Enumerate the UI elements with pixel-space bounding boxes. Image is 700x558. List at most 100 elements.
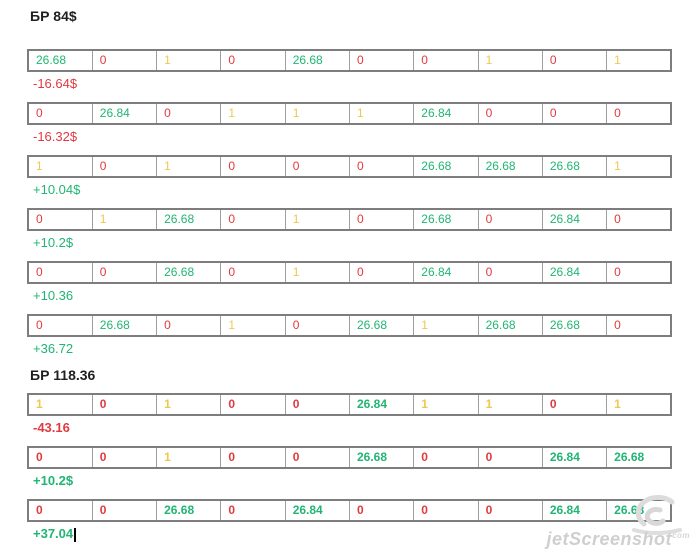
- table-cell: 0: [27, 499, 93, 522]
- result-label: -43.16: [33, 419, 672, 437]
- table-cell: 1: [348, 102, 415, 125]
- table-cell: 1: [477, 49, 543, 72]
- table-cell: 0: [284, 314, 350, 337]
- result-value: +10.04$: [33, 182, 81, 197]
- table-cell: 0: [477, 446, 543, 469]
- values-table: 0 26.68 0 1 0 26.68 1 26.68 26.68 0: [27, 314, 672, 337]
- table-row: 0 26.84 0 1 1 1 26.84 0 0 0: [27, 102, 672, 125]
- values-table: 0 0 26.68 0 1 0 26.84 0 26.84 0: [27, 261, 672, 284]
- table-cell: 0: [27, 208, 93, 231]
- values-table: 0 0 26.68 0 26.84 0 0 0 26.84 26.68: [27, 499, 672, 522]
- table-cell: 26.68: [541, 314, 608, 337]
- table-row-block: 1 0 1 0 0 0 26.68 26.68 26.68 1 +10.04$: [27, 155, 672, 199]
- table-cell: 0: [284, 155, 350, 178]
- table-row: 0 1 26.68 0 1 0 26.68 0 26.84 0: [27, 208, 672, 231]
- table-cell: 1: [156, 393, 222, 416]
- table-cell: 0: [606, 208, 672, 231]
- table-cell: 0: [91, 155, 158, 178]
- table-row: 0 0 1 0 0 26.68 0 0 26.84 26.68: [27, 446, 672, 469]
- values-table: 1 0 1 0 0 26.84 1 1 0 1: [27, 393, 672, 416]
- table-cell: 1: [284, 261, 350, 284]
- table-row: 26.68 0 1 0 26.68 0 0 1 0 1: [27, 49, 672, 72]
- table-cell: 0: [27, 314, 93, 337]
- table-cell: 26.68: [606, 499, 672, 522]
- table-cell: 26.68: [477, 155, 543, 178]
- result-value: +10.2$: [33, 473, 74, 488]
- table-cell: 0: [413, 446, 479, 469]
- table-cell: 1: [606, 393, 672, 416]
- table-cell: 0: [477, 499, 543, 522]
- result-value: +10.2$: [33, 235, 74, 250]
- values-table: 0 0 1 0 0 26.68 0 0 26.84 26.68: [27, 446, 672, 469]
- table-cell: 0: [541, 49, 608, 72]
- result-value: +10.36: [33, 288, 74, 303]
- table-cell: 0: [27, 102, 93, 125]
- table-row-block: 1 0 1 0 0 26.84 1 1 0 1 -43.16: [27, 393, 672, 437]
- table-cell: 0: [348, 155, 415, 178]
- section-title: БР 84$: [30, 8, 77, 24]
- table-cell: 0: [348, 499, 415, 522]
- table-row-block: 26.68 0 1 0 26.68 0 0 1 0 1 -16.64$: [27, 49, 672, 93]
- table-cell: 0: [348, 261, 415, 284]
- table-cell: 1: [220, 102, 286, 125]
- table-cell: 26.68: [348, 314, 415, 337]
- table-cell: 26.68: [91, 314, 158, 337]
- table-cell: 0: [91, 261, 158, 284]
- watermark-sup: com: [672, 531, 690, 540]
- result-value: +37.04: [33, 526, 74, 541]
- table-row: 0 26.68 0 1 0 26.68 1 26.68 26.68 0: [27, 314, 672, 337]
- table-cell: 1: [156, 446, 222, 469]
- table-cell: 26.84: [541, 208, 608, 231]
- table-cell: 0: [156, 102, 222, 125]
- table-cell: 26.68: [156, 208, 222, 231]
- table-row-block: 0 1 26.68 0 1 0 26.68 0 26.84 0 +10.2$: [27, 208, 672, 252]
- table-cell: 0: [27, 261, 93, 284]
- table-cell: 0: [220, 446, 286, 469]
- result-label: -16.32$: [33, 128, 672, 146]
- table-cell: 26.84: [541, 261, 608, 284]
- table-cell: 0: [220, 499, 286, 522]
- table-cell: 0: [220, 208, 286, 231]
- table-cell: 0: [284, 393, 350, 416]
- table-cell: 0: [220, 49, 286, 72]
- table-cell: 1: [27, 155, 93, 178]
- table-row-block: 0 0 1 0 0 26.68 0 0 26.84 26.68 +10.2$: [27, 446, 672, 490]
- section-br-118: БР 118.36 1 0 1 0 0 26.84 1 1 0 1 -43.16…: [27, 367, 672, 543]
- table-cell: 1: [91, 208, 158, 231]
- table-cell: 26.84: [541, 446, 608, 469]
- table-cell: 26.68: [156, 261, 222, 284]
- table-cell: 26.68: [284, 49, 350, 72]
- table-cell: 1: [156, 49, 222, 72]
- table-cell: 1: [156, 155, 222, 178]
- values-table: 26.68 0 1 0 26.68 0 0 1 0 1: [27, 49, 672, 72]
- table-cell: 0: [156, 314, 222, 337]
- result-value: -43.16: [33, 420, 70, 435]
- table-cell: 26.84: [284, 499, 350, 522]
- result-label: +10.36: [33, 287, 672, 305]
- table-cell: 26.68: [27, 49, 93, 72]
- table-cell: 0: [91, 393, 158, 416]
- table-cell: 1: [606, 49, 672, 72]
- result-label: +10.04$: [33, 181, 672, 199]
- table-cell: 1: [413, 314, 479, 337]
- table-cell: 26.84: [413, 261, 479, 284]
- table-cell: 0: [413, 49, 479, 72]
- table-cell: 0: [477, 261, 543, 284]
- table-cell: 0: [91, 446, 158, 469]
- result-label: +10.2$: [33, 234, 672, 252]
- table-cell: 0: [220, 155, 286, 178]
- result-label: +37.04: [33, 525, 672, 543]
- table-row: 0 0 26.68 0 1 0 26.84 0 26.84 0: [27, 261, 672, 284]
- table-cell: 0: [27, 446, 93, 469]
- table-cell: 1: [220, 314, 286, 337]
- table-cell: 26.68: [156, 499, 222, 522]
- table-cell: 1: [477, 393, 543, 416]
- table-cell: 0: [220, 393, 286, 416]
- table-cell: 0: [348, 49, 415, 72]
- table-cell: 1: [27, 393, 93, 416]
- table-cell: 0: [606, 102, 672, 125]
- table-row: 1 0 1 0 0 0 26.68 26.68 26.68 1: [27, 155, 672, 178]
- table-cell: 26.68: [413, 155, 479, 178]
- table-cell: 26.68: [413, 208, 479, 231]
- values-table: 1 0 1 0 0 0 26.68 26.68 26.68 1: [27, 155, 672, 178]
